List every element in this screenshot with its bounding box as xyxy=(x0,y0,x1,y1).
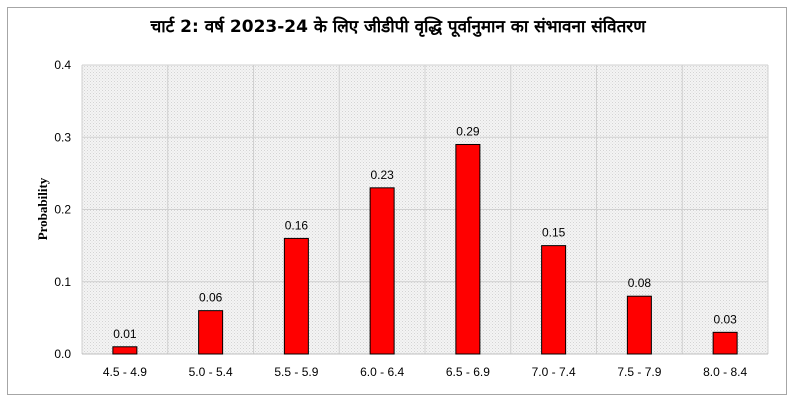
bar xyxy=(712,331,738,355)
data-label: 0.29 xyxy=(456,124,480,138)
gridlines xyxy=(81,64,769,355)
data-labels: 0.01 0.06 0.16 0.23 0.29 0.15 0.08 0.03 xyxy=(113,124,737,340)
x-tick-label: 8.0 - 8.4 xyxy=(703,365,747,379)
x-tick-label: 4.5 - 4.9 xyxy=(103,365,147,379)
x-tick-label: 5.5 - 5.9 xyxy=(274,365,318,379)
y-tick-label: 0.1 xyxy=(54,275,71,289)
x-tick-label: 7.5 - 7.9 xyxy=(617,365,661,379)
chart-title: चार्ट 2: वर्ष 2023-24 के लिए जीडीपी वृद्… xyxy=(150,17,646,37)
data-label: 0.16 xyxy=(285,218,309,232)
bars xyxy=(112,143,738,355)
x-axis-ticks: 4.5 - 4.9 5.0 - 5.4 5.5 - 5.9 6.0 - 6.4 6.5 … xyxy=(103,365,748,379)
x-tick-label: 5.0 - 5.4 xyxy=(189,365,233,379)
x-tick-label: 7.0 - 7.4 xyxy=(532,365,576,379)
data-label: 0.03 xyxy=(713,312,737,326)
y-tick-label: 0.4 xyxy=(54,58,71,72)
data-label: 0.08 xyxy=(628,276,652,290)
bar xyxy=(455,143,481,355)
data-label: 0.06 xyxy=(199,291,223,305)
y-tick-label: 0.0 xyxy=(54,347,71,361)
x-tick-label: 6.5 - 6.9 xyxy=(446,365,490,379)
bar xyxy=(198,310,224,355)
data-label: 0.23 xyxy=(370,168,394,182)
y-axis-label: Probability xyxy=(35,177,50,240)
data-label: 0.01 xyxy=(113,327,137,341)
y-tick-label: 0.3 xyxy=(54,130,71,144)
bar xyxy=(283,237,309,355)
bar xyxy=(541,245,567,355)
y-tick-label: 0.2 xyxy=(54,203,71,217)
bar xyxy=(626,295,652,355)
x-tick-label: 6.0 - 6.4 xyxy=(360,365,404,379)
y-axis-ticks: 0.0 0.1 0.2 0.3 0.4 xyxy=(54,58,71,361)
bar xyxy=(369,187,395,355)
bar xyxy=(112,346,138,355)
data-label: 0.15 xyxy=(542,226,566,240)
